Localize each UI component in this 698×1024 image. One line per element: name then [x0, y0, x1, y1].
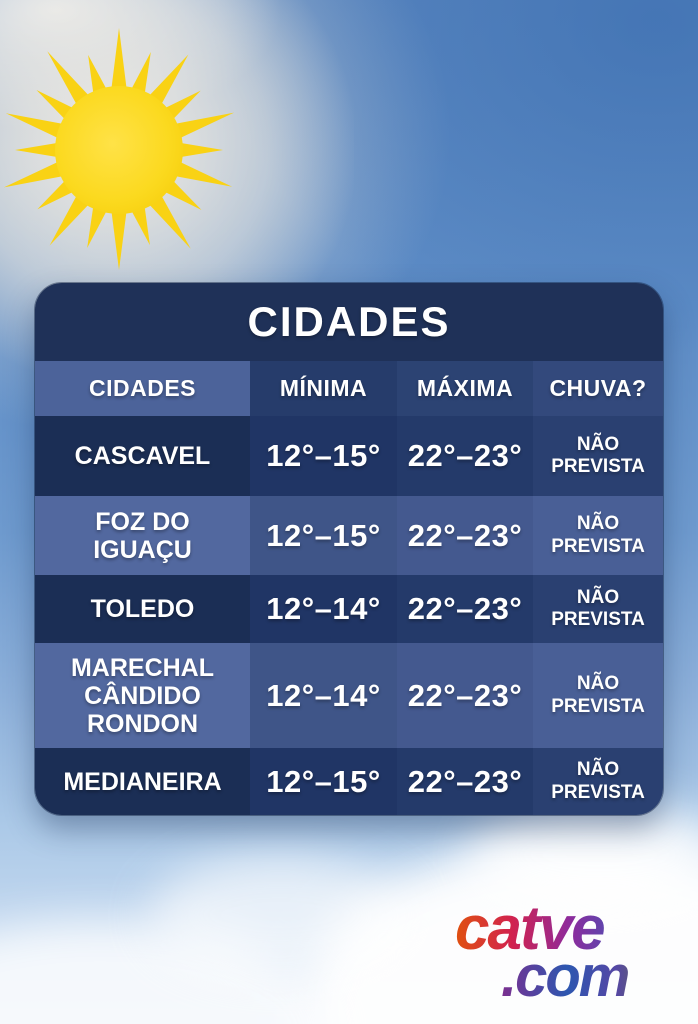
min-temp: 12°–15° [250, 496, 397, 575]
rain-status: NÃO PREVISTA [533, 748, 663, 815]
table-row: MEDIANEIRA 12°–15° 22°–23° NÃO PREVISTA [35, 748, 663, 815]
catve-logo-domain: .com [501, 948, 675, 1006]
max-temp: 22°–23° [397, 496, 533, 575]
catve-logo-text: catve [455, 898, 675, 960]
max-temp: 22°–23° [397, 575, 533, 643]
page-title: CIDADES [247, 298, 451, 345]
cloud [470, 800, 698, 910]
table-row: TOLEDO 12°–14° 22°–23° NÃO PREVISTA [35, 575, 663, 643]
header-rain: CHUVA? [533, 361, 663, 416]
city-name: CASCAVEL [35, 416, 250, 496]
table-title-bar: CIDADES [35, 283, 663, 361]
header-min: MÍNIMA [250, 361, 397, 416]
city-name: MARECHAL CÂNDIDO RONDON [35, 643, 250, 748]
table-row: FOZ DO IGUAÇU 12°–15° 22°–23° NÃO PREVIS… [35, 496, 663, 575]
max-temp: 22°–23° [397, 748, 533, 815]
catve-logo: catve .com [455, 898, 675, 1006]
cloud [150, 855, 410, 975]
rain-status: NÃO PREVISTA [533, 496, 663, 575]
table-row: CASCAVEL 12°–15° 22°–23° NÃO PREVISTA [35, 416, 663, 496]
city-name: MEDIANEIRA [35, 748, 250, 815]
min-temp: 12°–14° [250, 575, 397, 643]
table-header-row: CIDADES MÍNIMA MÁXIMA CHUVA? [35, 361, 663, 416]
min-temp: 12°–15° [250, 748, 397, 815]
min-temp: 12°–15° [250, 416, 397, 496]
max-temp: 22°–23° [397, 643, 533, 748]
cities-weather-table: CIDADES CIDADES MÍNIMA MÁXIMA CHUVA? CAS… [34, 282, 664, 816]
sun-icon [3, 28, 235, 270]
city-name: TOLEDO [35, 575, 250, 643]
header-max: MÁXIMA [397, 361, 533, 416]
min-temp: 12°–14° [250, 643, 397, 748]
header-city: CIDADES [35, 361, 250, 416]
rain-status: NÃO PREVISTA [533, 416, 663, 496]
table-row: MARECHAL CÂNDIDO RONDON 12°–14° 22°–23° … [35, 643, 663, 748]
city-name: FOZ DO IGUAÇU [35, 496, 250, 575]
max-temp: 22°–23° [397, 416, 533, 496]
rain-status: NÃO PREVISTA [533, 575, 663, 643]
rain-status: NÃO PREVISTA [533, 643, 663, 748]
